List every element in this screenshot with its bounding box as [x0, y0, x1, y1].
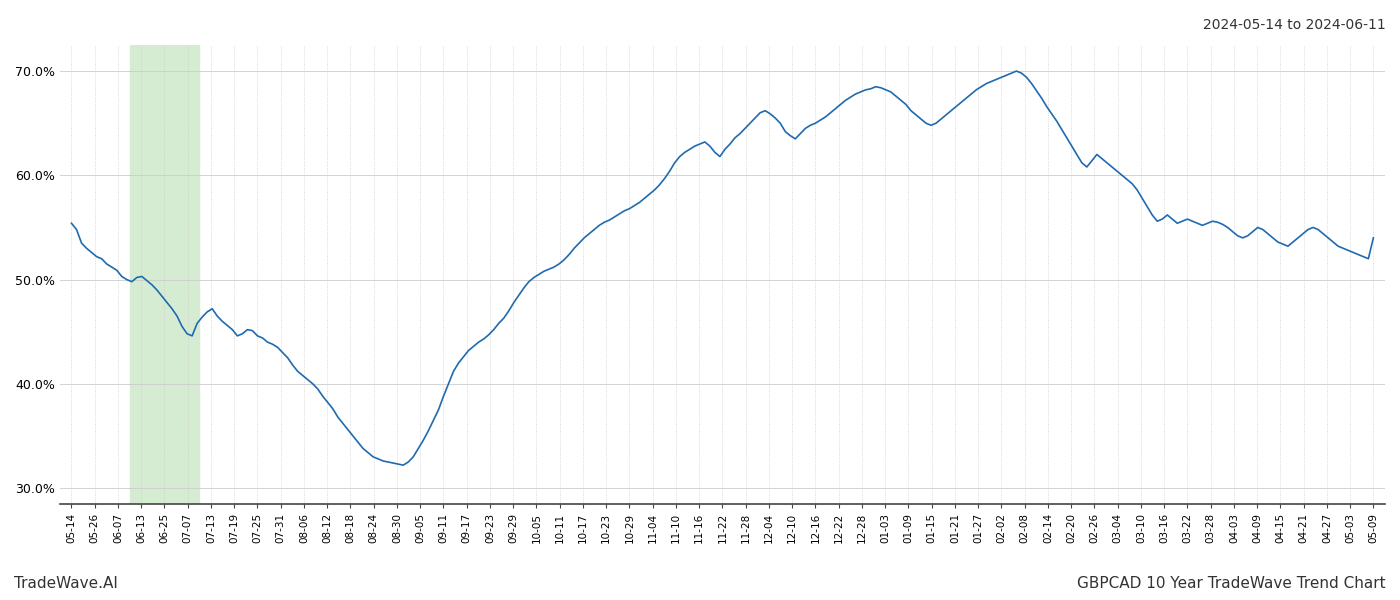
Text: 2024-05-14 to 2024-06-11: 2024-05-14 to 2024-06-11: [1203, 18, 1386, 32]
Bar: [130, 45, 199, 504]
Text: TradeWave.AI: TradeWave.AI: [14, 576, 118, 591]
Text: GBPCAD 10 Year TradeWave Trend Chart: GBPCAD 10 Year TradeWave Trend Chart: [1078, 576, 1386, 591]
